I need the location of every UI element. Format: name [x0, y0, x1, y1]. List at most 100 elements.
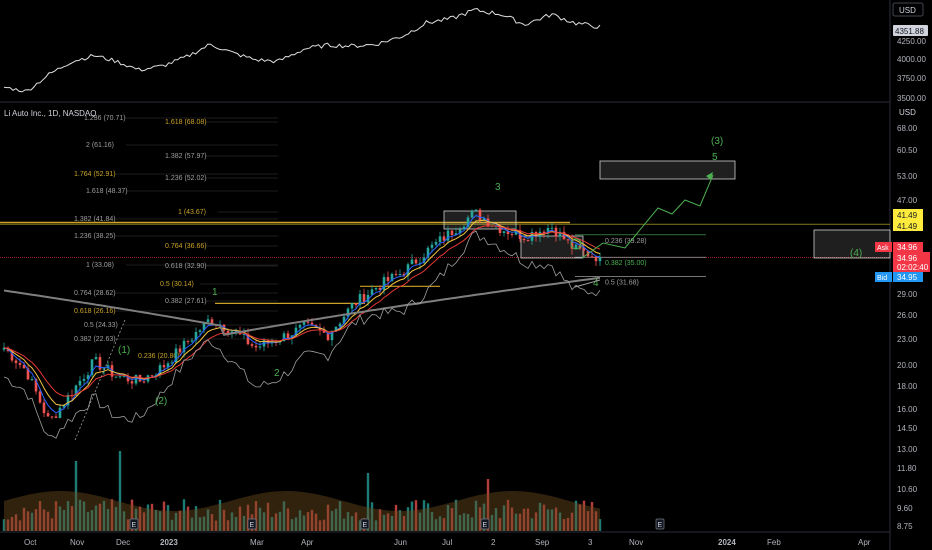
candle-body[interactable]	[78, 380, 82, 386]
candle-body[interactable]	[178, 348, 182, 353]
candle-body[interactable]	[246, 333, 250, 345]
candle-body[interactable]	[330, 331, 334, 341]
candle-body[interactable]	[30, 379, 34, 381]
candle-body[interactable]	[302, 321, 306, 325]
candle-body[interactable]	[462, 226, 466, 230]
candle-body[interactable]	[50, 416, 54, 418]
candle-body[interactable]	[506, 231, 510, 235]
candle-body[interactable]	[474, 209, 478, 211]
candle-body[interactable]	[90, 359, 94, 376]
candle-body[interactable]	[434, 241, 438, 245]
candle-body[interactable]	[94, 357, 98, 360]
sp500-overlay-panel[interactable]	[3, 7, 601, 93]
candle-body[interactable]	[386, 277, 390, 281]
candle-body[interactable]	[558, 231, 562, 237]
target-zone-box[interactable]	[599, 160, 736, 180]
candle-body[interactable]	[594, 256, 598, 262]
candle-body[interactable]	[102, 368, 106, 370]
candle-body[interactable]	[382, 277, 386, 290]
candle-body[interactable]	[202, 322, 206, 331]
candle-body[interactable]	[370, 289, 374, 295]
candle-body[interactable]	[66, 394, 70, 406]
candle-body[interactable]	[298, 324, 302, 328]
candle-body[interactable]	[98, 357, 102, 370]
candle-body[interactable]	[598, 257, 602, 262]
candle-body[interactable]	[198, 330, 202, 332]
candle-body[interactable]	[514, 230, 518, 235]
candle-body[interactable]	[118, 376, 122, 378]
candle-body[interactable]	[402, 274, 406, 276]
candle-body[interactable]	[14, 360, 18, 364]
candle-body[interactable]	[458, 229, 462, 234]
candle-body[interactable]	[426, 247, 430, 258]
candle-body[interactable]	[254, 345, 258, 348]
candle-body[interactable]	[446, 230, 450, 241]
candle-body[interactable]	[418, 262, 422, 264]
candle-body[interactable]	[174, 348, 178, 363]
candle-body[interactable]	[430, 244, 434, 248]
candle-body[interactable]	[350, 303, 354, 309]
candle-body[interactable]	[114, 376, 118, 378]
candle-body[interactable]	[378, 287, 382, 290]
wave-annotations[interactable]: (1) (2) 1 2 3 4 (3) 5 (4) E E E E E	[74, 136, 862, 530]
candle-body[interactable]	[442, 236, 446, 241]
candle-body[interactable]	[38, 391, 42, 403]
candle-body[interactable]	[150, 375, 154, 377]
candle-body[interactable]	[286, 333, 290, 339]
candle-body[interactable]	[574, 244, 578, 249]
earnings-icon[interactable]	[247, 518, 257, 530]
candle-body[interactable]	[478, 209, 482, 221]
candle-body[interactable]	[22, 364, 26, 369]
candle-body[interactable]	[466, 217, 470, 227]
candle-body[interactable]	[294, 327, 298, 336]
candle-body[interactable]	[210, 319, 214, 325]
candle-body[interactable]	[46, 413, 50, 417]
candle-body[interactable]	[582, 248, 586, 251]
candle-body[interactable]	[358, 294, 362, 306]
candle-body[interactable]	[18, 363, 22, 365]
candle-body[interactable]	[482, 218, 486, 221]
candle-body[interactable]	[390, 273, 394, 281]
candle-body[interactable]	[206, 319, 210, 323]
time-axis[interactable]: Oct Nov Dec 2023 Mar Apr Jun Jul 2 Sep 3…	[24, 538, 871, 547]
candle-body[interactable]	[258, 346, 262, 348]
candle-body[interactable]	[130, 381, 134, 384]
candle-body[interactable]	[362, 294, 366, 303]
candle-body[interactable]	[530, 232, 534, 241]
candle-body[interactable]	[306, 321, 310, 323]
candle-body[interactable]	[226, 330, 230, 334]
candle-body[interactable]	[250, 344, 254, 346]
candle-body[interactable]	[42, 402, 46, 414]
candle-body[interactable]	[534, 232, 538, 237]
candle-body[interactable]	[486, 218, 490, 227]
candle-body[interactable]	[470, 210, 474, 218]
candle-body[interactable]	[454, 233, 458, 236]
earnings-icon[interactable]	[360, 518, 370, 530]
candle-body[interactable]	[186, 340, 190, 342]
candle-body[interactable]	[542, 231, 546, 234]
candle-body[interactable]	[450, 230, 454, 236]
candle-body[interactable]	[154, 374, 158, 376]
candle-body[interactable]	[74, 385, 78, 396]
candle-body[interactable]	[62, 405, 66, 408]
candle-body[interactable]	[34, 379, 38, 392]
candle-body[interactable]	[354, 303, 358, 306]
earnings-icon[interactable]	[655, 518, 665, 530]
candle-body[interactable]	[310, 322, 314, 325]
candle-body[interactable]	[142, 381, 146, 383]
candle-body[interactable]	[546, 228, 550, 234]
candle-body[interactable]	[126, 375, 130, 382]
candle-body[interactable]	[10, 351, 14, 361]
candle-body[interactable]	[346, 308, 350, 317]
candle-body[interactable]	[522, 239, 526, 241]
main-price-axis[interactable]: USD 68.00 60.50 53.00 47.00 41.49 41.49 …	[875, 108, 930, 531]
top-price-axis[interactable]: USD 4351.88 4250.00 4000.00 3750.00 3500…	[892, 2, 928, 103]
candle-body[interactable]	[422, 257, 426, 263]
candle-body[interactable]	[566, 239, 570, 241]
candle-body[interactable]	[326, 332, 330, 341]
candle-body[interactable]	[414, 259, 418, 264]
candle-body[interactable]	[502, 231, 506, 233]
candle-body[interactable]	[54, 416, 58, 418]
candle-body[interactable]	[190, 340, 194, 342]
